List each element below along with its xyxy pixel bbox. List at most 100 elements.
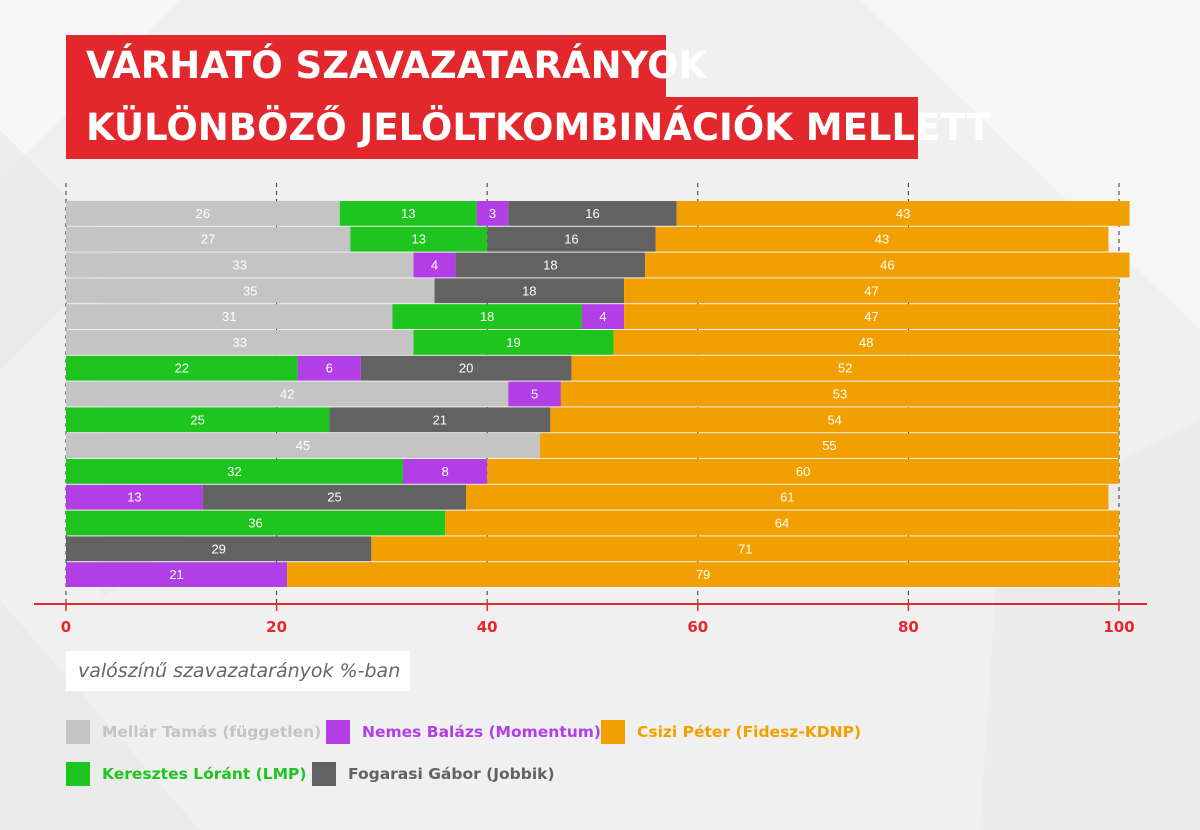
bar-label-keresztes-row-11: 32: [227, 464, 241, 479]
bar-label-mellar-row-1: 26: [196, 206, 210, 221]
bar-csizi-row-2: [655, 226, 1109, 252]
bar-mellar-row-5: [66, 304, 393, 329]
bar-fogarasi-row-12: [202, 484, 467, 510]
bar-mellar-row-3: [66, 252, 414, 278]
bar-csizi-row-5: [624, 304, 1119, 329]
bar-label-keresztes-row-9: 25: [190, 412, 204, 427]
bar-csizi-row-6: [613, 330, 1119, 355]
bar-label-csizi-row-11: 60: [796, 464, 810, 479]
bar-label-csizi-row-5: 47: [864, 309, 878, 324]
bar-csizi-row-4: [624, 278, 1119, 304]
legend-swatch-csizi: [601, 720, 625, 744]
legend-label-mellar: Mellár Tamás (független): [102, 723, 322, 741]
bar-label-mellar-row-5: 31: [222, 309, 236, 324]
bar-label-mellar-row-3: 33: [233, 258, 247, 273]
bar-label-csizi-row-8: 53: [833, 387, 847, 402]
bar-keresztes-row-6: [413, 330, 614, 355]
bar-label-csizi-row-3: 46: [880, 258, 894, 273]
bar-label-keresztes-row-13: 36: [248, 516, 262, 531]
bar-csizi-row-15: [287, 562, 1119, 587]
bar-label-fogarasi-row-4: 18: [522, 283, 536, 298]
bar-label-nemes-row-5: 4: [599, 309, 606, 324]
bar-label-csizi-row-7: 52: [838, 361, 852, 376]
bar-label-csizi-row-13: 64: [775, 516, 789, 531]
bar-fogarasi-row-3: [455, 252, 646, 278]
bar-label-mellar-row-8: 42: [280, 387, 294, 402]
legend-item-keresztes: Keresztes Lóránt (LMP): [66, 761, 307, 787]
bar-label-nemes-row-11: 8: [441, 464, 448, 479]
tick-label-100: 100: [1103, 618, 1134, 636]
tick-label-20: 20: [266, 618, 287, 636]
bar-mellar-row-4: [66, 278, 435, 304]
legend-item-mellar: Mellár Tamás (független): [66, 719, 321, 745]
bar-label-nemes-row-12: 13: [127, 490, 141, 505]
bar-label-fogarasi-row-12: 25: [327, 490, 341, 505]
legend-swatch-nemes: [326, 720, 350, 744]
bar-label-fogarasi-row-9: 21: [433, 412, 447, 427]
bar-mellar-row-10: [66, 433, 540, 458]
bar-fogarasi-row-2: [487, 226, 656, 252]
bar-label-keresztes-row-1: 13: [401, 206, 415, 221]
bar-nemes-row-15: [66, 562, 288, 587]
legend-swatch-mellar: [66, 720, 90, 744]
tick-label-60: 60: [687, 618, 708, 636]
bar-fogarasi-row-7: [360, 355, 572, 381]
tick-label-40: 40: [477, 618, 498, 636]
legend-label-csizi: Csizi Péter (Fidesz-KDNP): [637, 723, 862, 741]
legend-item-csizi: Csizi Péter (Fidesz-KDNP): [601, 719, 861, 745]
bar-label-fogarasi-row-1: 16: [585, 206, 599, 221]
bar-fogarasi-row-4: [434, 278, 625, 304]
bar-label-keresztes-row-7: 22: [175, 361, 189, 376]
axis-caption: valószínű szavazatarányok %-ban: [66, 651, 410, 691]
bar-keresztes-row-7: [66, 355, 298, 381]
tick-label-0: 0: [61, 618, 71, 636]
bar-label-csizi-row-14: 71: [738, 541, 752, 556]
bar-csizi-row-9: [550, 407, 1119, 433]
bar-label-fogarasi-row-3: 18: [543, 258, 557, 273]
bar-csizi-row-13: [445, 510, 1120, 536]
bar-csizi-row-12: [466, 484, 1109, 510]
bar-keresztes-row-9: [66, 407, 330, 433]
bar-label-nemes-row-15: 21: [169, 567, 183, 582]
bar-label-nemes-row-1: 3: [489, 206, 496, 221]
bar-mellar-row-8: [66, 381, 509, 407]
legend-item-fogarasi: Fogarasi Gábor (Jobbik): [312, 761, 555, 787]
bar-fogarasi-row-1: [508, 201, 677, 226]
bar-label-csizi-row-10: 55: [822, 438, 836, 453]
bar-csizi-row-1: [676, 201, 1130, 226]
title-line-2: KÜLÖNBÖZŐ JELÖLTKOMBINÁCIÓK MELLETT: [66, 97, 992, 159]
bar-label-keresztes-row-2: 13: [412, 232, 426, 247]
bar-fogarasi-row-14: [66, 536, 372, 562]
bar-label-fogarasi-row-2: 16: [564, 232, 578, 247]
bar-nemes-row-11: [402, 459, 488, 484]
bar-label-csizi-row-9: 54: [827, 412, 841, 427]
bar-nemes-row-12: [66, 484, 203, 510]
bar-label-mellar-row-6: 33: [233, 335, 247, 350]
bar-label-nemes-row-3: 4: [431, 258, 438, 273]
bar-nemes-row-1: [476, 201, 509, 226]
bar-keresztes-row-5: [392, 304, 582, 329]
bar-label-keresztes-row-6: 19: [506, 335, 520, 350]
bar-label-mellar-row-2: 27: [201, 232, 215, 247]
bar-keresztes-row-1: [339, 201, 477, 226]
bar-csizi-row-8: [560, 381, 1119, 407]
bar-nemes-row-5: [581, 304, 625, 329]
bar-mellar-row-1: [66, 201, 340, 226]
legend-label-fogarasi: Fogarasi Gábor (Jobbik): [348, 765, 555, 783]
bar-label-mellar-row-10: 45: [296, 438, 310, 453]
bar-label-nemes-row-8: 5: [531, 387, 538, 402]
bar-label-csizi-row-15: 79: [696, 567, 710, 582]
bar-label-fogarasi-row-7: 20: [459, 361, 473, 376]
bars: 26 13 3 16 43 27 13 16 43 33 4 18 46 35 18 47 31 18 4 47 33 1…: [66, 201, 1130, 587]
bar-csizi-row-14: [371, 536, 1119, 562]
bar-label-csizi-row-2: 43: [875, 232, 889, 247]
bar-label-mellar-row-4: 35: [243, 283, 257, 298]
bar-csizi-row-7: [571, 355, 1119, 381]
tick-label-80: 80: [898, 618, 919, 636]
bar-label-csizi-row-6: 48: [859, 335, 873, 350]
bar-csizi-row-11: [487, 459, 1119, 484]
legend-swatch-keresztes: [66, 762, 90, 786]
bar-label-keresztes-row-5: 18: [480, 309, 494, 324]
bar-nemes-row-8: [508, 381, 561, 407]
